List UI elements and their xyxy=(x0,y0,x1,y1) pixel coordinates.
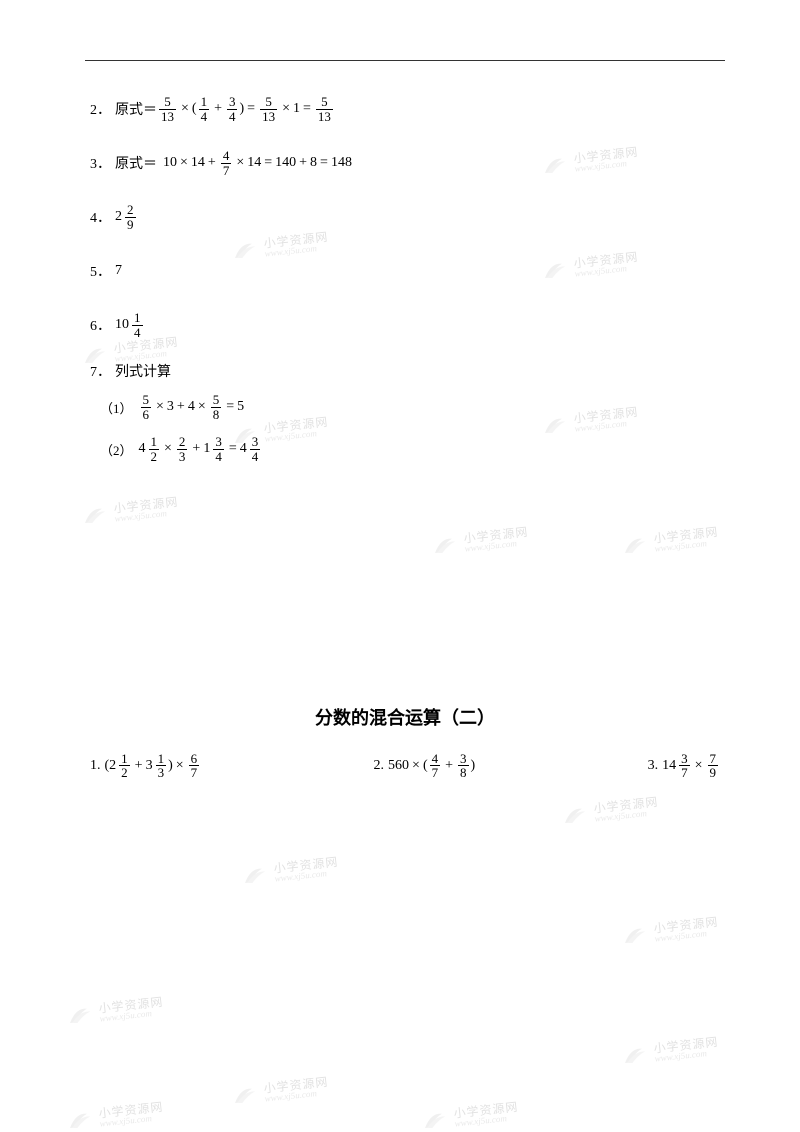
item-number: 5． xyxy=(90,261,111,281)
answer-item-7-sub2: （2） 412 × 23 + 134 = 434 xyxy=(100,435,720,463)
item-number: 3． xyxy=(90,153,111,173)
answer-item-7: 7． 列式计算 xyxy=(90,361,720,381)
expression: 513 × ( 14 + 34 ) = 513 × 1 = 513 xyxy=(157,95,335,123)
mixed-number: 10 14 xyxy=(115,311,145,339)
problem-number: 2. xyxy=(374,758,385,774)
problem-1: 1. ( 212 + 313 ) × 67 xyxy=(90,752,201,780)
answer-item-4: 4． 2 29 xyxy=(90,199,720,235)
watermark-icon: 小学资源网www.xj5u.com xyxy=(419,1100,520,1132)
watermark-icon: 小学资源网www.xj5u.com xyxy=(619,1035,720,1067)
page-content: 2． 原式＝ 513 × ( 14 + 34 ) = 513 × 1 = 513… xyxy=(0,0,800,820)
item-prefix: 原式＝ xyxy=(115,99,157,119)
item-number: 7． xyxy=(90,361,111,381)
problems-row: 1. ( 212 + 313 ) × 67 2. 560 × ( 47 + 38… xyxy=(90,752,720,780)
sub-index: （2） xyxy=(100,440,133,459)
watermark-icon: 小学资源网www.xj5u.com xyxy=(619,915,720,947)
item-label: 列式计算 xyxy=(115,361,171,381)
answer-item-5: 5． 7 xyxy=(90,253,720,289)
expression: 412 × 23 + 134 = 434 xyxy=(139,435,263,463)
item-number: 4． xyxy=(90,207,111,227)
watermark-icon: 小学资源网www.xj5u.com xyxy=(64,1100,165,1132)
problem-number: 1. xyxy=(90,758,101,774)
value: 7 xyxy=(115,263,122,279)
answer-item-7-sub1: （1） 56 × 3 + 4 × 58 = 5 xyxy=(100,393,720,421)
section-title: 分数的混合运算（二） xyxy=(90,704,720,730)
expression: 10 × 14 + 47 × 14 = 140 + 8 = 148 xyxy=(163,149,352,177)
sub-index: （1） xyxy=(100,398,133,417)
watermark-icon: 小学资源网www.xj5u.com xyxy=(239,855,340,887)
watermark-icon: 小学资源网www.xj5u.com xyxy=(64,995,165,1027)
problem-2: 2. 560 × ( 47 + 38 ) xyxy=(374,752,476,780)
answer-item-2: 2． 原式＝ 513 × ( 14 + 34 ) = 513 × 1 = 513 xyxy=(90,91,720,127)
item-prefix: 原式＝ xyxy=(115,153,157,173)
watermark-icon: 小学资源网www.xj5u.com xyxy=(229,1075,330,1107)
top-rule xyxy=(85,60,725,61)
problem-number: 3. xyxy=(648,758,659,774)
answer-item-6: 6． 10 14 xyxy=(90,307,720,343)
answer-item-3: 3． 原式＝ 10 × 14 + 47 × 14 = 140 + 8 = 148 xyxy=(90,145,720,181)
item-number: 6． xyxy=(90,315,111,335)
item-number: 2． xyxy=(90,99,111,119)
mixed-number: 2 29 xyxy=(115,203,138,231)
expression: 56 × 3 + 4 × 58 = 5 xyxy=(139,393,245,421)
problem-3: 3. 1437 × 79 xyxy=(648,752,720,780)
